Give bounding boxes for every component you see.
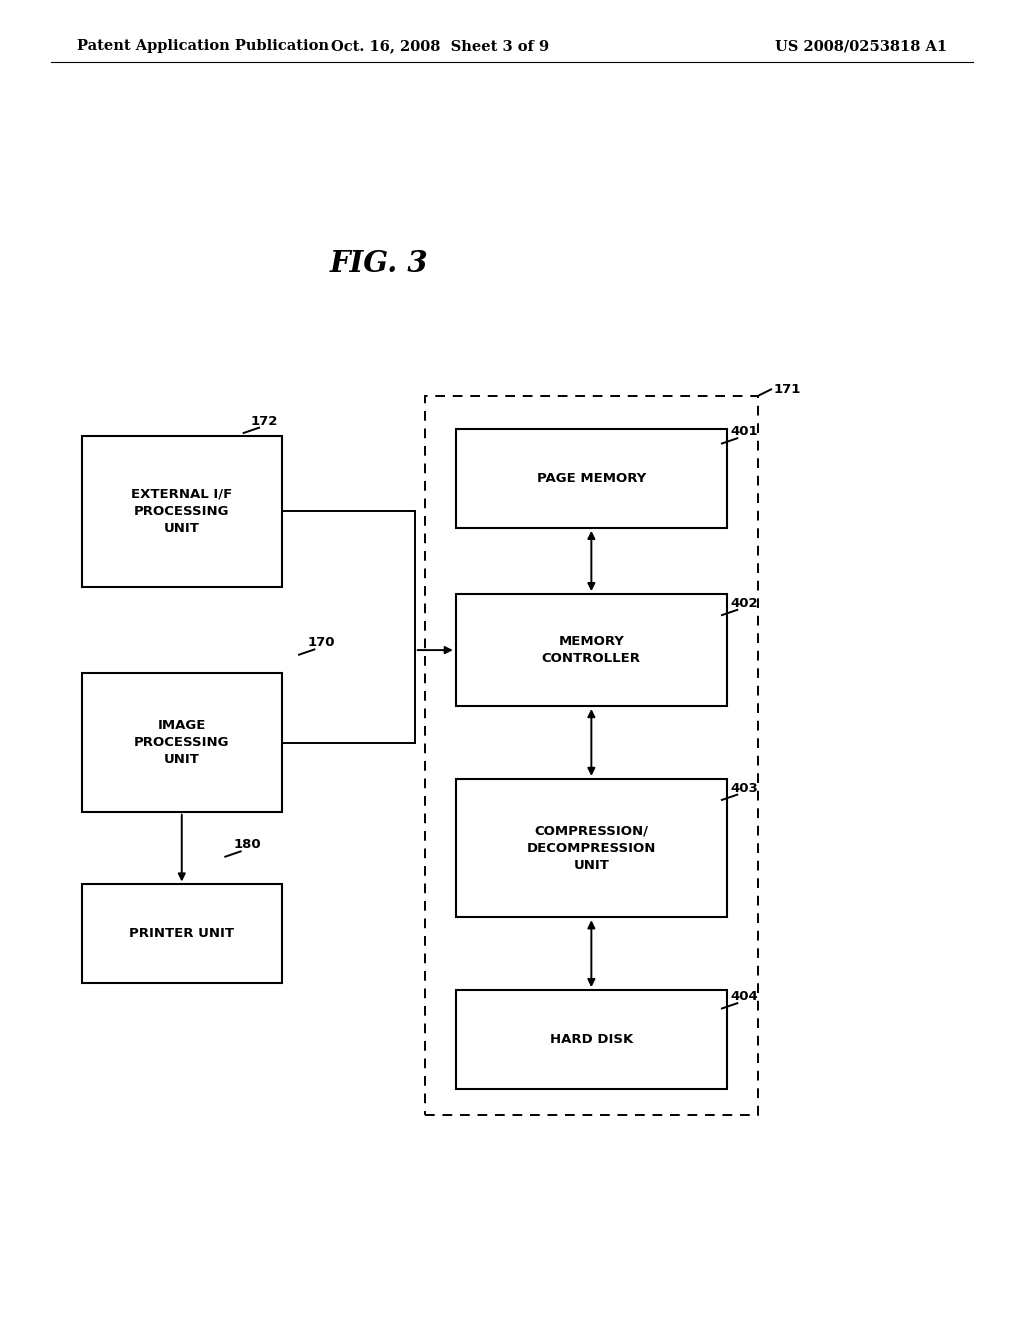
Bar [456, 990, 727, 1089]
Bar [456, 594, 727, 706]
Text: Oct. 16, 2008  Sheet 3 of 9: Oct. 16, 2008 Sheet 3 of 9 [331, 40, 550, 53]
Text: HARD DISK: HARD DISK [550, 1034, 633, 1045]
Text: IMAGE
PROCESSING
UNIT: IMAGE PROCESSING UNIT [134, 719, 229, 766]
Bar [456, 429, 727, 528]
Text: 170: 170 [307, 636, 335, 649]
Bar [82, 436, 282, 587]
Text: FIG. 3: FIG. 3 [330, 249, 428, 279]
Text: 403: 403 [730, 781, 758, 795]
Text: 180: 180 [233, 838, 261, 851]
Text: EXTERNAL I/F
PROCESSING
UNIT: EXTERNAL I/F PROCESSING UNIT [131, 488, 232, 535]
Text: US 2008/0253818 A1: US 2008/0253818 A1 [775, 40, 947, 53]
Bar [82, 884, 282, 983]
Text: Patent Application Publication: Patent Application Publication [77, 40, 329, 53]
Text: 172: 172 [251, 414, 279, 428]
Bar [456, 779, 727, 917]
Bar [82, 673, 282, 812]
Text: 401: 401 [730, 425, 758, 438]
Text: 402: 402 [730, 597, 758, 610]
Bar [425, 396, 758, 1115]
Text: 171: 171 [773, 383, 801, 396]
Text: 404: 404 [730, 990, 758, 1003]
Text: COMPRESSION/
DECOMPRESSION
UNIT: COMPRESSION/ DECOMPRESSION UNIT [526, 825, 656, 871]
Text: PAGE MEMORY: PAGE MEMORY [537, 473, 646, 484]
Text: PRINTER UNIT: PRINTER UNIT [129, 928, 234, 940]
Text: MEMORY
CONTROLLER: MEMORY CONTROLLER [542, 635, 641, 665]
